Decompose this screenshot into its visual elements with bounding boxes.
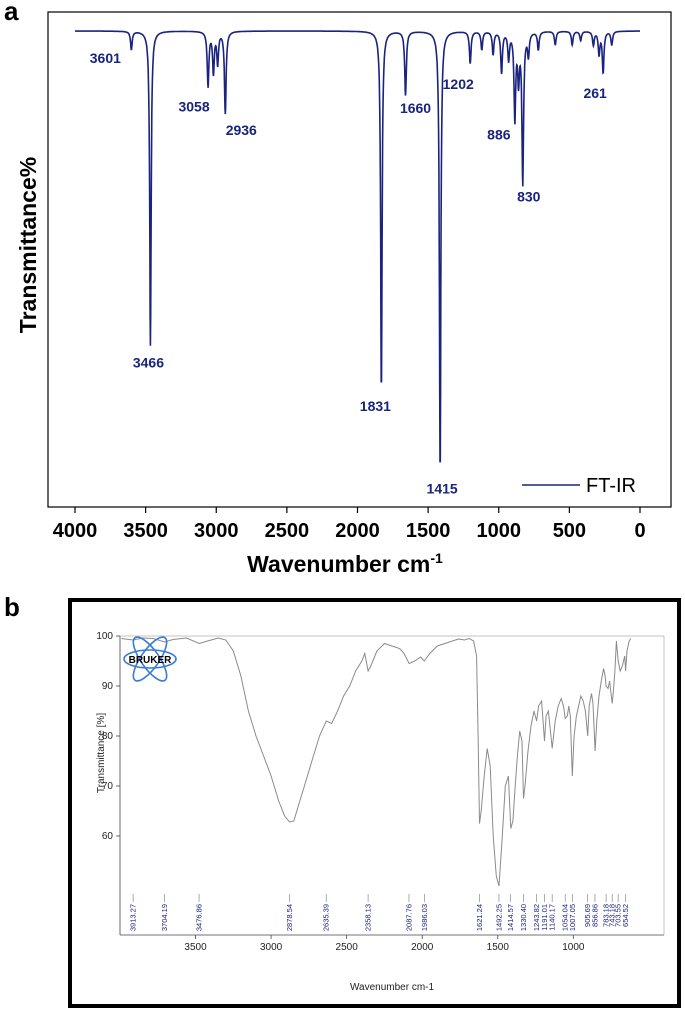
chart-b-y-tick-label: 100 <box>96 631 113 642</box>
chart-b-y-axis-label: Transmittance [%] <box>96 713 107 793</box>
bruker-logo-orbit-2 <box>132 636 168 682</box>
chart-b-x-tick-label: 3000 <box>260 942 283 953</box>
chart-a-peak-label: 3058 <box>178 99 209 115</box>
chart-a-x-tick-label: 2000 <box>335 520 380 542</box>
chart-b-peak-label: 1414.57 <box>506 904 515 931</box>
chart-b-x-tick-label: 2000 <box>411 942 434 953</box>
bruker-logo-orbit-1 <box>123 649 177 669</box>
chart-b-peak-label: 856.86 <box>590 904 599 927</box>
chart-b-peak-label: 2878.54 <box>285 904 294 931</box>
chart-b-peak-label: 1054.04 <box>561 904 570 931</box>
chart-b-peak-label: 1243.82 <box>532 904 541 931</box>
chart-a-peak-label: 3466 <box>133 355 164 371</box>
chart-b-peak-label: 703.55 <box>614 904 623 927</box>
chart-a-legend-label: FT-IR <box>586 475 636 497</box>
chart-a-peak-label: 1660 <box>400 100 431 116</box>
chart-b-peak-label: 783.18 <box>602 904 611 927</box>
chart-b-peak-label: 1140.17 <box>548 904 557 931</box>
chart-b-peak-label: 1330.40 <box>519 904 528 931</box>
chart-b-peak-label: 1492.25 <box>494 904 503 931</box>
chart-b-y-tick-label: 60 <box>102 831 114 842</box>
chart-b-peak-label: 3476.86 <box>195 904 204 931</box>
chart-b-y-tick-label: 90 <box>102 681 114 692</box>
chart-b-peak-label: 2635.39 <box>322 904 331 931</box>
chart-a-peak-label: 261 <box>583 85 607 101</box>
chart-a-x-axis-label: Wavenumber cm-1 <box>247 550 443 577</box>
chart-b-y-tick-label: 80 <box>102 731 114 742</box>
chart-b-peak-label: 1007.05 <box>568 904 577 931</box>
chart-b-peak-label: 3704.19 <box>160 904 169 931</box>
chart-b-x-tick-label: 1500 <box>487 942 510 953</box>
bruker-logo: BRUKER <box>123 636 177 682</box>
chart-b-peak-label: 1986.03 <box>420 904 429 931</box>
chart-a-peak-label: 886 <box>487 127 511 143</box>
chart-b-x-axis-label: Wavenumber cm-1 <box>350 982 435 993</box>
chart-b-outer-border <box>68 598 681 1008</box>
chart-b-x-tick-label: 1000 <box>562 942 585 953</box>
chart-a-x-tick-label: 1500 <box>406 520 451 542</box>
chart-b-peak-label: 905.69 <box>583 904 592 927</box>
chart-a-peak-label: 1831 <box>360 398 391 414</box>
chart-a-peak-label: 2936 <box>226 122 257 138</box>
chart-b-series-line <box>121 637 632 887</box>
bruker-logo-text: BRUKER <box>129 655 173 666</box>
chart-b-x-tick-label: 2500 <box>336 942 359 953</box>
chart-b-peak-label: 654.52 <box>621 904 630 927</box>
chart-a-peak-label: 3601 <box>90 50 121 66</box>
chart-b-peak-label: 1191.01 <box>540 904 549 931</box>
chart-a-peak-label: 1415 <box>427 480 458 496</box>
chart-a-series-line <box>75 30 640 463</box>
chart-a-x-tick-label: 4000 <box>53 520 98 542</box>
chart-a-x-tick-label: 3000 <box>194 520 239 542</box>
chart-a-x-tick-label: 3500 <box>123 520 168 542</box>
chart-a-peak-label: 1202 <box>443 76 474 92</box>
chart-a-x-tick-label: 1000 <box>477 520 522 542</box>
chart-b-peak-label: 2358.13 <box>364 904 373 931</box>
chart-a-x-tick-label: 2500 <box>265 520 310 542</box>
panel-label-a: a <box>4 0 19 26</box>
chart-a-x-tick-label: 0 <box>634 520 645 542</box>
chart-b-peak-label: 743.18 <box>608 904 617 927</box>
chart-a-legend: FT-IR <box>522 475 636 497</box>
ftir-chart-a: 4000 3500 3000 2500 2000 1500 1000 500 0 3601 346… <box>15 11 672 577</box>
panel-label-b: b <box>4 592 20 622</box>
chart-a-y-axis-label: Transmittance% <box>15 157 41 333</box>
chart-a-x-tick-label: 500 <box>553 520 586 542</box>
chart-b-peak-label: 1621.24 <box>475 904 484 931</box>
chart-a-frame <box>47 11 672 508</box>
bruker-logo-orbit-3 <box>132 636 168 682</box>
chart-a-peak-label: 830 <box>517 188 541 204</box>
chart-b-peak-label: 2087.76 <box>404 904 413 931</box>
chart-b-x-tick-label: 3500 <box>184 942 207 953</box>
chart-b-peak-label: 3913.27 <box>129 904 138 931</box>
chart-b-y-tick-label: 70 <box>102 781 114 792</box>
ftir-chart-b: 60 70 80 90 100 3500 3000 2500 2000 1500 1000 391… <box>68 598 681 1008</box>
